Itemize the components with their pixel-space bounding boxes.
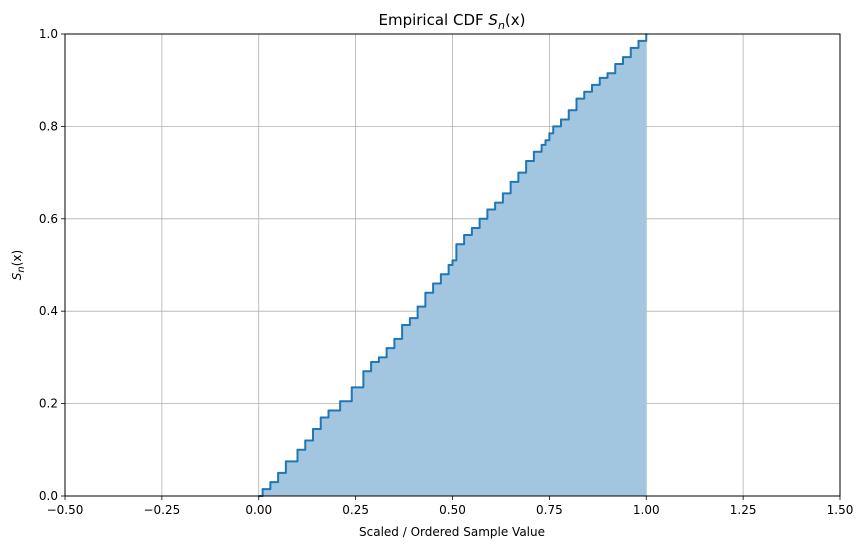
ecdf-point (393, 338, 396, 340)
ecdf-point (629, 46, 632, 49)
ecdf-point (416, 305, 419, 308)
y-tick-label: 0.2 (39, 397, 58, 411)
y-axis-label-suffix: (x) (10, 250, 24, 266)
ecdf-point (517, 171, 520, 174)
x-tick-label: −0.25 (143, 503, 180, 517)
ecdf-point (575, 97, 578, 100)
y-axis-label-sub: n (16, 266, 27, 272)
ecdf-point (304, 439, 307, 442)
ecdf-point (470, 227, 473, 229)
ecdf-point (408, 317, 411, 320)
ecdf-point (385, 347, 388, 350)
y-axis-label: Sn(x) (10, 250, 27, 280)
ecdf-point (362, 370, 365, 373)
x-tick-label: 0.75 (536, 503, 563, 517)
ecdf-point (261, 488, 264, 490)
ecdf-point (567, 109, 570, 112)
chart-title-suffix: (x) (505, 11, 526, 29)
y-tick-label: 0.4 (39, 304, 58, 318)
ecdf-point (583, 90, 586, 93)
ecdf-point (614, 63, 617, 65)
ecdf-point (339, 400, 342, 403)
ecdf-point (377, 356, 380, 359)
y-tick-label: 0.6 (39, 212, 58, 226)
x-tick-label: 1.25 (730, 503, 757, 517)
ecdf-point (350, 386, 353, 389)
ecdf-point (269, 481, 272, 484)
chart-title-prefix: Empirical CDF (378, 11, 488, 29)
ecdf-point (370, 361, 373, 363)
y-tick-label: 0.0 (39, 489, 58, 503)
ecdf-point (319, 416, 322, 419)
ecdf-point (540, 143, 543, 146)
ticks: −0.50 −0.25 0.00 0.25 0.50 0.75 1.00 1.25 1.50 0.… (39, 27, 853, 517)
ecdf-point (296, 448, 299, 451)
ecdf-point (327, 409, 330, 412)
chart-title: Empirical CDF Sn(x) (378, 11, 525, 32)
x-tick-label: 1.00 (633, 503, 660, 517)
ecdf-point (439, 273, 442, 276)
ecdf-point (312, 428, 314, 430)
x-tick-label: 0.25 (342, 503, 369, 517)
ecdf-point (284, 460, 287, 463)
ecdf-line (258, 34, 648, 497)
data-layer (257, 33, 648, 497)
ecdf-point (548, 132, 551, 135)
ecdf-point (447, 264, 450, 266)
x-tick-label: 1.50 (827, 503, 854, 517)
chart-title-math: S (488, 11, 498, 29)
ecdf-point (401, 324, 404, 326)
ecdf-point (455, 243, 458, 246)
ecdf-point (544, 139, 547, 142)
ecdf-point (637, 40, 640, 42)
ecdf-point (501, 192, 504, 195)
x-tick-label: 0.50 (439, 503, 466, 517)
x-tick-label: 0.00 (245, 503, 272, 517)
x-tick-label: −0.50 (47, 503, 84, 517)
ecdf-point (277, 472, 280, 474)
x-axis-label: Scaled / Ordered Sample Value (359, 525, 545, 539)
ecdf-point (463, 234, 466, 236)
ecdf-point (486, 208, 489, 211)
y-tick-label: 0.8 (39, 119, 58, 133)
ecdf-point (478, 217, 481, 220)
ecdf-point (598, 76, 601, 79)
ecdf-point (432, 282, 435, 285)
ecdf-point (509, 180, 512, 183)
ecdf-point (424, 291, 427, 294)
y-tick-label: 1.0 (39, 27, 58, 41)
ecdf-point (606, 72, 609, 75)
ecdf-point (494, 201, 497, 204)
ecdf-point (451, 259, 454, 262)
ecdf-point (622, 56, 624, 58)
ecdf-point (591, 83, 593, 86)
ecdf-point (525, 160, 528, 162)
y-axis-label-math: S (10, 272, 24, 280)
ecdf-point (560, 118, 562, 121)
ecdf-point (552, 125, 555, 128)
chart-title-sub: n (498, 19, 505, 32)
ecdf-point (532, 150, 535, 153)
